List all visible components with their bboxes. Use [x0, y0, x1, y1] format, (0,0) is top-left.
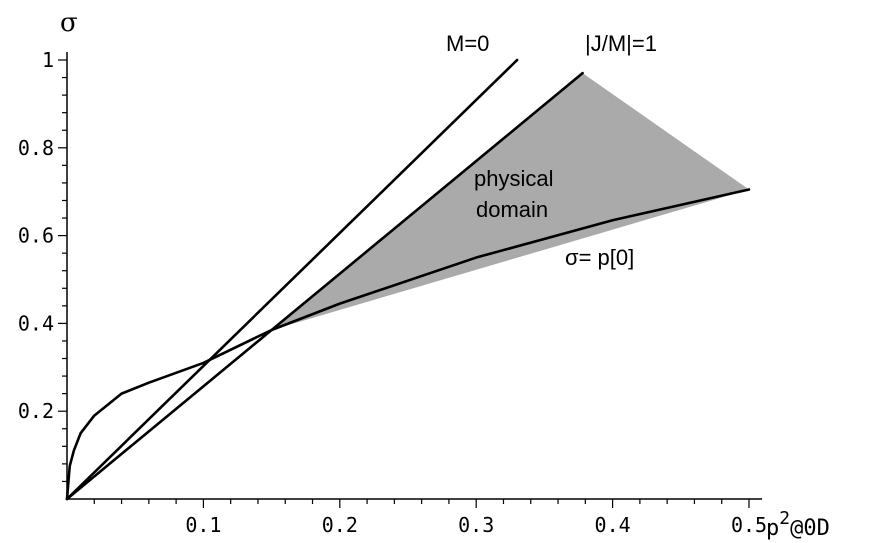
x-tick-label: 0.5	[731, 513, 767, 537]
physical-domain-label-line2: domain	[476, 197, 548, 222]
x-axis-title: p2@0D	[766, 508, 830, 541]
x-ticks: 0.1 0.2 0.3 0.4 0.5	[93, 499, 767, 537]
x-axis-title-base: p	[766, 516, 779, 541]
x-axis-title-tail: @0D	[790, 516, 830, 541]
shade-layer	[271, 73, 749, 330]
axes: 0.1 0.2 0.3 0.4 0.5 0.2 0.4 0.6 0.8 1	[18, 48, 767, 537]
x-tick-label: 0.2	[322, 513, 358, 537]
x-tick-label: 0.1	[185, 513, 221, 537]
series-layer	[65, 58, 751, 501]
y-tick-label: 0.4	[18, 311, 54, 335]
series-label-jm1: |J/M|=1	[585, 31, 657, 56]
physical-domain-region	[271, 73, 749, 330]
physical-domain-label-line1: physical	[474, 166, 553, 191]
y-tick-label: 0.2	[18, 399, 54, 423]
series-line-m0	[65, 58, 519, 501]
x-axis-title-sup: 2	[779, 508, 790, 529]
y-axis-title: σ	[60, 8, 78, 38]
x-tick-label: 0.4	[595, 513, 631, 537]
y-tick-label: 0.8	[18, 136, 54, 160]
series-label-sigma-p0: σ= p[0]	[565, 245, 634, 270]
series-curve-sigma-p0	[65, 188, 751, 501]
y-tick-label: 0.6	[18, 224, 54, 248]
series-label-m0: M=0	[446, 31, 489, 56]
y-ticks: 0.2 0.4 0.6 0.8 1	[18, 48, 67, 483]
series-line-jm1	[65, 71, 584, 501]
y-tick-label: 1	[42, 48, 54, 72]
x-tick-label: 0.3	[458, 513, 494, 537]
